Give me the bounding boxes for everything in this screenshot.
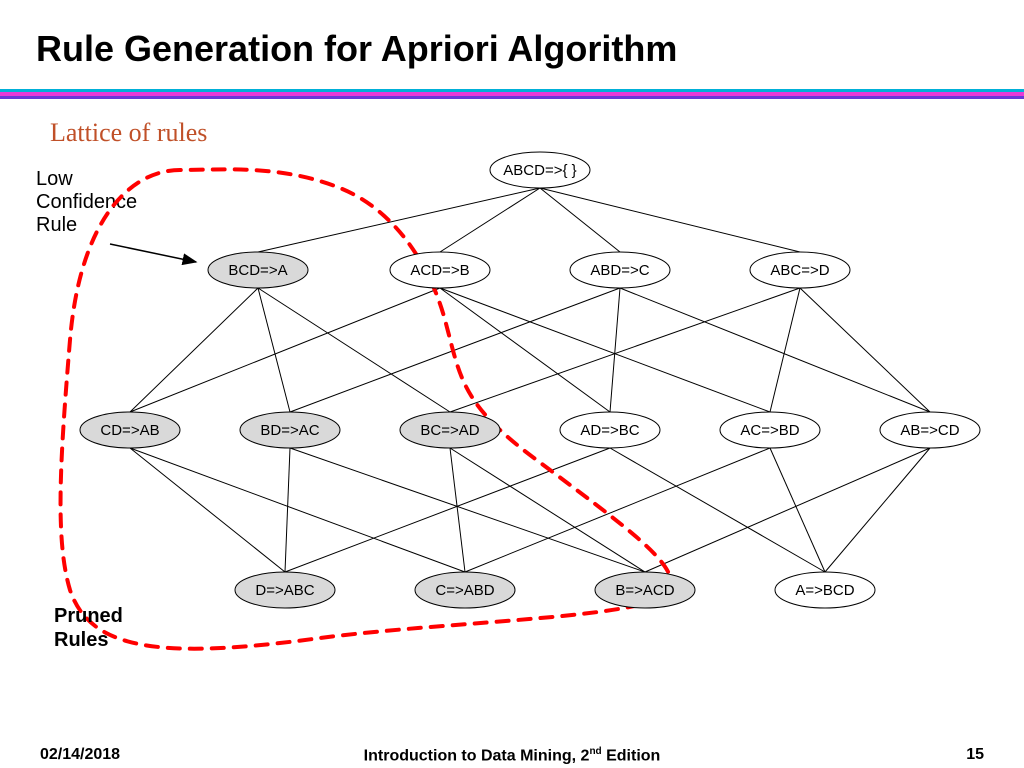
lattice-diagram: ABCD=>{ } BCD=>A ACD=>B ABD=>C ABC=>D CD=>AB B…: [0, 140, 1024, 680]
lattice-node-label: AC=>BD: [740, 422, 799, 439]
slide-title: Rule Generation for Apriori Algorithm: [36, 28, 677, 70]
lattice-node: BCD=>A: [208, 252, 308, 288]
lattice-edge: [258, 188, 540, 252]
lattice-node-label: AB=>CD: [900, 422, 959, 439]
lattice-edge: [290, 448, 645, 572]
footer-title: Introduction to Data Mining, 2nd Edition: [0, 746, 1024, 765]
lattice-edge: [290, 288, 620, 412]
lattice-node-label: ABC=>D: [770, 262, 829, 279]
lattice-node-label: AD=>BC: [580, 422, 639, 439]
lattice-node: B=>ACD: [595, 572, 695, 608]
title-underline: [0, 86, 1024, 96]
lattice-edge: [450, 288, 800, 412]
lattice-edge: [130, 448, 285, 572]
lattice-node: BC=>AD: [400, 412, 500, 448]
lattice-edge: [645, 448, 930, 572]
lattice-node: CD=>AB: [80, 412, 180, 448]
lattice-edge: [440, 188, 540, 252]
lattice-node: AC=>BD: [720, 412, 820, 448]
lattice-edge: [440, 288, 770, 412]
low-confidence-arrow: [110, 244, 196, 262]
lattice-node: C=>ABD: [415, 572, 515, 608]
lattice-node: AB=>CD: [880, 412, 980, 448]
lattice-edge: [130, 448, 465, 572]
lattice-node: ABC=>D: [750, 252, 850, 288]
lattice-node-label: CD=>AB: [100, 422, 159, 439]
lattice-edge: [285, 448, 610, 572]
lattice-node-label: BCD=>A: [228, 262, 287, 279]
lattice-edges: [130, 188, 930, 572]
lattice-node: D=>ABC: [235, 572, 335, 608]
lattice-edge: [258, 288, 450, 412]
lattice-node-label: ABCD=>{ }: [503, 162, 576, 179]
lattice-edge: [610, 288, 620, 412]
lattice-node: A=>BCD: [775, 572, 875, 608]
lattice-edge: [440, 288, 610, 412]
lattice-edge: [825, 448, 930, 572]
lattice-node: ABD=>C: [570, 252, 670, 288]
lattice-node-label: ABD=>C: [590, 262, 649, 279]
lattice-node: ABCD=>{ }: [490, 152, 590, 188]
pruned-boundary: [61, 169, 672, 648]
lattice-nodes: ABCD=>{ } BCD=>A ACD=>B ABD=>C ABC=>D CD=>AB B…: [80, 152, 980, 608]
lattice-node-label: C=>ABD: [435, 582, 494, 599]
lattice-node-label: B=>ACD: [615, 582, 674, 599]
lattice-edge: [610, 448, 825, 572]
lattice-node-label: ACD=>B: [410, 262, 469, 279]
lattice-node-label: BD=>AC: [260, 422, 319, 439]
lattice-edge: [800, 288, 930, 412]
lattice-node-label: BC=>AD: [420, 422, 479, 439]
lattice-node: BD=>AC: [240, 412, 340, 448]
lattice-edge: [285, 448, 290, 572]
lattice-node: ACD=>B: [390, 252, 490, 288]
lattice-node-label: A=>BCD: [795, 582, 854, 599]
lattice-edge: [770, 448, 825, 572]
lattice-node: AD=>BC: [560, 412, 660, 448]
annotation-pruned-rules: PrunedRules: [54, 604, 123, 652]
lattice-edge: [450, 448, 465, 572]
lattice-edge: [130, 288, 258, 412]
lattice-edge: [465, 448, 770, 572]
lattice-edge: [540, 188, 800, 252]
lattice-node-label: D=>ABC: [255, 582, 314, 599]
footer-page: 15: [966, 746, 984, 764]
